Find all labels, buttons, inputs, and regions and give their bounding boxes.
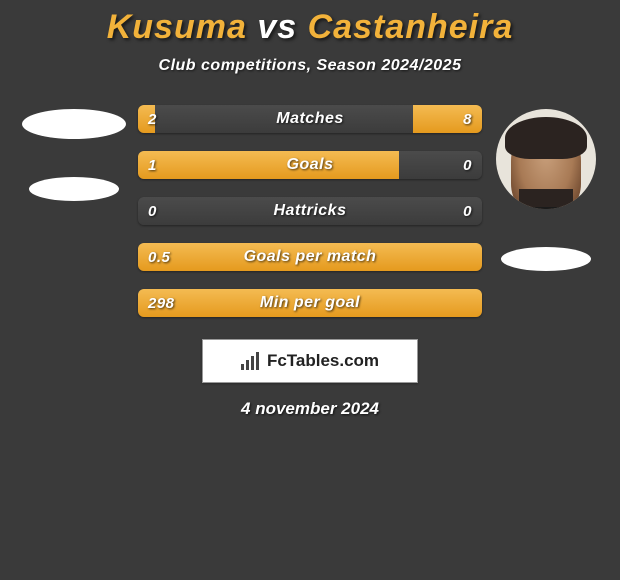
- bar-center-label: Hattricks: [138, 197, 482, 225]
- title-vs: vs: [257, 8, 297, 46]
- footer: FcTables.com 4 november 2024: [0, 339, 620, 419]
- bar-right-value: 8: [463, 105, 472, 133]
- bar-chart-icon: [241, 352, 261, 370]
- stat-bar: 2Matches8: [138, 105, 482, 133]
- bar-right-value: 0: [463, 151, 472, 179]
- stat-bar: 298Min per goal: [138, 289, 482, 317]
- bar-right-value: 0: [463, 197, 472, 225]
- bar-center-label: Goals per match: [138, 243, 482, 271]
- stat-bar: 0Hattricks0: [138, 197, 482, 225]
- title: Kusuma vs Castanheira: [0, 8, 620, 47]
- bar-center-label: Matches: [138, 105, 482, 133]
- right-avatar: [496, 109, 596, 209]
- left-avatar-placeholder-2: [29, 177, 119, 201]
- date: 4 november 2024: [241, 399, 379, 419]
- title-right-name: Castanheira: [308, 8, 514, 46]
- left-side: [20, 105, 128, 201]
- stat-bars: 2Matches81Goals00Hattricks00.5Goals per …: [138, 105, 482, 317]
- comparison-card: Kusuma vs Castanheira Club competitions,…: [0, 0, 620, 419]
- stat-bar: 0.5Goals per match: [138, 243, 482, 271]
- title-left-name: Kusuma: [107, 8, 247, 46]
- brand-text: FcTables.com: [267, 351, 379, 371]
- right-avatar-placeholder: [501, 247, 591, 271]
- stats-row: 2Matches81Goals00Hattricks00.5Goals per …: [0, 105, 620, 317]
- brand-box: FcTables.com: [202, 339, 418, 383]
- player-face-icon: [511, 125, 581, 209]
- subtitle: Club competitions, Season 2024/2025: [0, 57, 620, 75]
- left-avatar-placeholder-1: [22, 109, 126, 139]
- bar-center-label: Min per goal: [138, 289, 482, 317]
- right-side: [492, 105, 600, 271]
- bar-center-label: Goals: [138, 151, 482, 179]
- stat-bar: 1Goals0: [138, 151, 482, 179]
